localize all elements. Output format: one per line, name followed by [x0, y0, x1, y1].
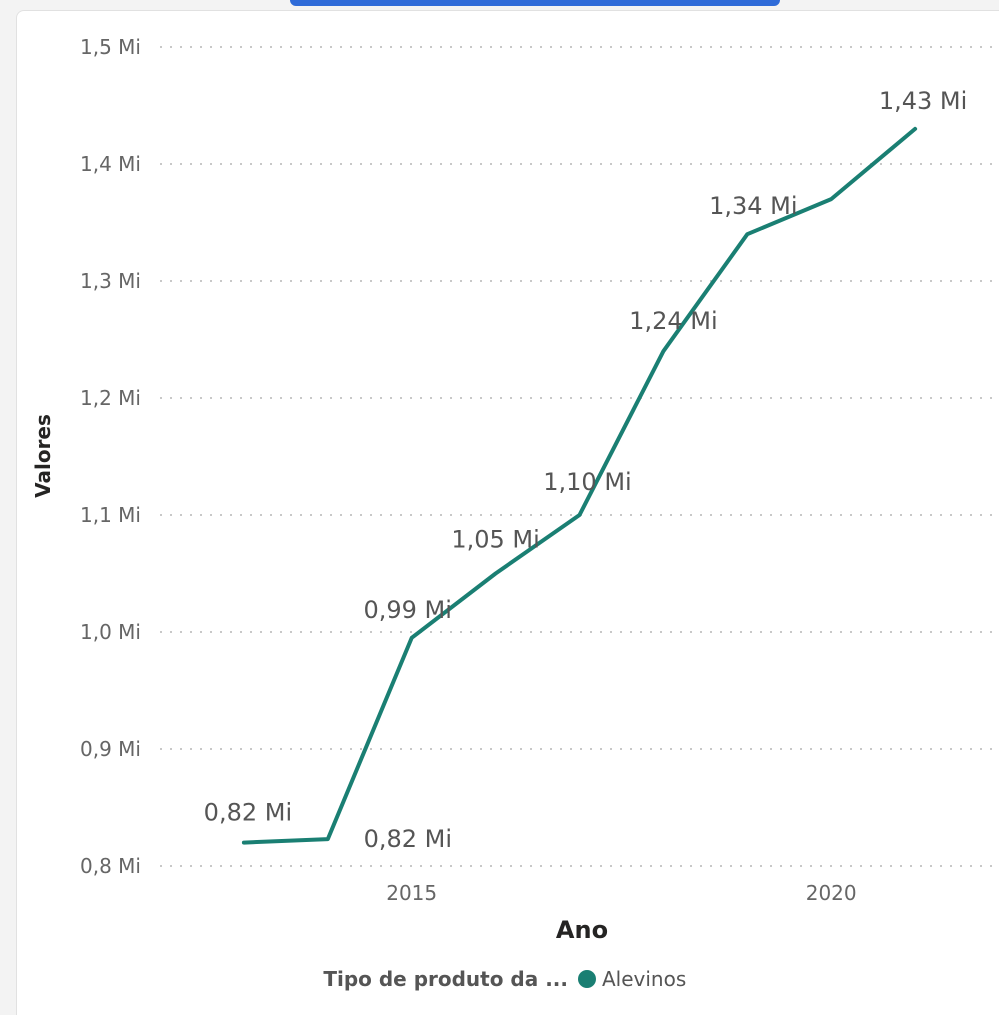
legend-marker-alevinos-icon	[578, 970, 596, 988]
y-tick-label: 1,3 Mi	[80, 269, 141, 293]
visual-header-accent	[290, 0, 780, 6]
legend[interactable]: Tipo de produto da ... Alevinos	[323, 967, 686, 991]
y-tick-label: 1,1 Mi	[80, 503, 141, 527]
data-label: 1,34 Mi	[709, 192, 797, 220]
data-label: 1,05 Mi	[451, 526, 539, 554]
gridlines	[160, 46, 999, 867]
x-axis-ticks: 2015 2020	[386, 881, 856, 905]
y-tick-label: 0,8 Mi	[80, 854, 141, 878]
data-label: 1,24 Mi	[629, 307, 717, 335]
x-axis-title: Ano	[556, 916, 608, 944]
y-tick-label: 0,9 Mi	[80, 737, 141, 761]
y-tick-label: 1,4 Mi	[80, 152, 141, 176]
legend-item-alevinos[interactable]: Alevinos	[602, 967, 686, 991]
y-axis-title: Valores	[31, 414, 55, 498]
data-label: 0,99 Mi	[363, 596, 451, 624]
y-axis-ticks: 1,5 Mi 1,4 Mi 1,3 Mi 1,2 Mi 1,1 Mi 1,0 Mi 0,9 …	[80, 35, 141, 878]
x-tick-label: 2015	[386, 881, 437, 905]
legend-title: Tipo de produto da ...	[323, 967, 568, 991]
data-label: 1,43 Mi	[879, 87, 967, 115]
y-tick-label: 1,2 Mi	[80, 386, 141, 410]
x-tick-label: 2020	[806, 881, 857, 905]
series-group[interactable]	[241, 126, 918, 846]
data-labels: 0,82 Mi 0,82 Mi 0,99 Mi 1,05 Mi 1,10 Mi 1,24 …	[204, 87, 968, 853]
y-tick-label: 1,5 Mi	[80, 35, 141, 59]
data-label: 1,10 Mi	[543, 468, 631, 496]
data-label: 0,82 Mi	[364, 825, 452, 853]
y-tick-label: 1,0 Mi	[80, 620, 141, 644]
data-label: 0,82 Mi	[204, 799, 292, 827]
chart-card	[16, 10, 999, 1015]
series-line-alevinos[interactable]	[241, 126, 918, 845]
